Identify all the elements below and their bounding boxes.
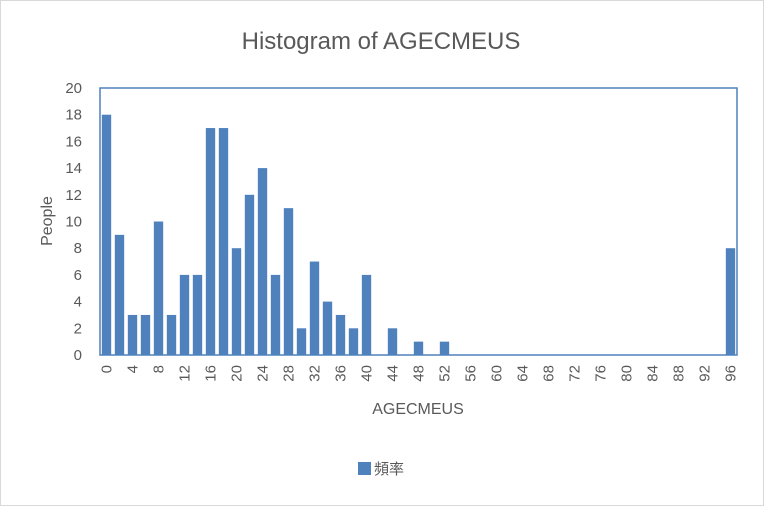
bar-34 bbox=[322, 301, 333, 355]
x-tick-label: 88 bbox=[671, 365, 688, 382]
x-tick-label: 72 bbox=[567, 365, 584, 382]
y-tick-label: 12 bbox=[65, 187, 82, 204]
chart-title: Histogram of AGECMEUS bbox=[242, 28, 521, 55]
x-tick-label: 48 bbox=[411, 365, 428, 382]
x-tick-label: 44 bbox=[385, 365, 402, 382]
legend: 頻率 bbox=[358, 461, 404, 478]
bar-52 bbox=[439, 341, 450, 355]
x-tick-label: 76 bbox=[593, 365, 610, 382]
x-tick-label: 80 bbox=[619, 365, 636, 382]
bar-8 bbox=[153, 221, 164, 355]
x-tick-label: 52 bbox=[437, 365, 454, 382]
bar-30 bbox=[296, 328, 307, 355]
y-tick-label: 20 bbox=[65, 80, 82, 97]
x-tick-label: 84 bbox=[645, 365, 662, 382]
x-axis-label: AGECMEUS bbox=[372, 401, 464, 418]
x-tick-label: 4 bbox=[125, 365, 142, 373]
bar-16 bbox=[205, 128, 216, 355]
x-tick-label: 16 bbox=[203, 365, 220, 382]
bar-14 bbox=[192, 274, 203, 355]
bar-0 bbox=[101, 114, 112, 355]
y-tick-label: 14 bbox=[65, 160, 82, 177]
y-tick-label: 8 bbox=[74, 240, 82, 257]
bar-20 bbox=[231, 248, 242, 355]
bar-group bbox=[101, 114, 736, 355]
legend-swatch bbox=[358, 462, 371, 475]
bar-26 bbox=[270, 274, 281, 355]
bar-96 bbox=[725, 248, 736, 355]
bar-44 bbox=[387, 328, 398, 355]
y-axis-label: People bbox=[39, 196, 56, 246]
bar-2 bbox=[114, 234, 125, 355]
y-tick-label: 2 bbox=[74, 320, 82, 337]
y-tick-label: 0 bbox=[74, 347, 82, 364]
bar-40 bbox=[361, 274, 372, 355]
x-tick-label: 0 bbox=[99, 365, 116, 373]
x-tick-label: 28 bbox=[281, 365, 298, 382]
x-tick-label: 8 bbox=[151, 365, 168, 373]
x-tick-label: 24 bbox=[255, 365, 272, 382]
bar-24 bbox=[257, 168, 268, 355]
x-tick-label: 20 bbox=[229, 365, 246, 382]
bar-36 bbox=[335, 314, 346, 355]
y-tick-label: 18 bbox=[65, 107, 82, 124]
x-tick-label: 68 bbox=[541, 365, 558, 382]
bar-10 bbox=[166, 314, 177, 355]
x-tick-label: 56 bbox=[463, 365, 480, 382]
x-tick-label: 60 bbox=[489, 365, 506, 382]
x-tick-label: 32 bbox=[307, 365, 324, 382]
bar-6 bbox=[140, 314, 151, 355]
bar-4 bbox=[127, 314, 138, 355]
legend-label: 頻率 bbox=[374, 461, 404, 478]
y-tick-label: 6 bbox=[74, 267, 82, 284]
bar-48 bbox=[413, 341, 424, 355]
x-axis-ticks: 0 4 8 12 16 20 24 28 32 36 40 44 48 52 56 60 64 68 72 76 80 8… bbox=[99, 365, 740, 382]
bar-32 bbox=[309, 261, 320, 355]
y-axis-ticks: 0 2 4 6 8 10 12 14 16 18 20 bbox=[65, 80, 82, 364]
y-tick-label: 10 bbox=[65, 214, 82, 231]
x-tick-label: 36 bbox=[333, 365, 350, 382]
x-tick-label: 12 bbox=[177, 365, 194, 382]
bar-22 bbox=[244, 194, 255, 355]
x-tick-label: 64 bbox=[515, 365, 532, 382]
y-tick-label: 4 bbox=[74, 294, 82, 311]
bar-28 bbox=[283, 208, 294, 355]
bar-12 bbox=[179, 274, 190, 355]
x-tick-label: 40 bbox=[359, 365, 376, 382]
bar-38 bbox=[348, 328, 359, 355]
x-tick-label: 96 bbox=[723, 365, 740, 382]
x-tick-label: 92 bbox=[697, 365, 714, 382]
bar-18 bbox=[218, 128, 229, 355]
y-tick-label: 16 bbox=[65, 133, 82, 150]
